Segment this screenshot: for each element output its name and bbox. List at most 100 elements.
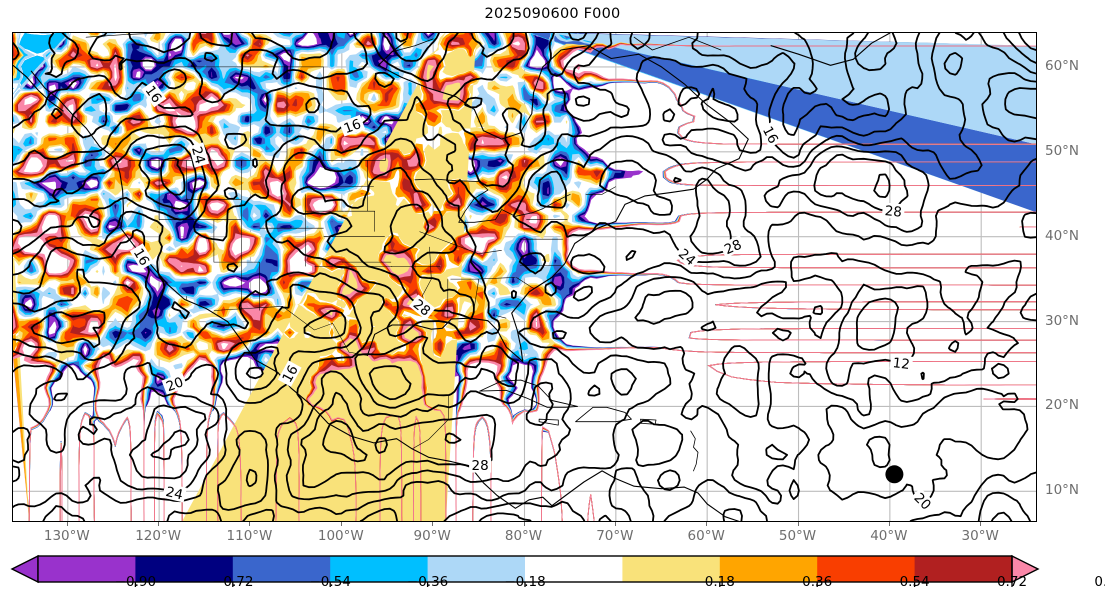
- map-clip: 12 16 16 16 16 16 20 20 24 24 24 28 28 28 28: [13, 33, 1036, 521]
- colorbar-segment[interactable]: [330, 556, 429, 582]
- contour-line: [991, 362, 1010, 380]
- political-border: [305, 210, 375, 232]
- contour-label: 24: [188, 142, 210, 168]
- contour-label-text: 16: [279, 363, 301, 386]
- colorbar-segment[interactable]: [525, 556, 623, 582]
- contour-label-halo: [909, 487, 936, 515]
- contour-label-text: 28: [472, 458, 489, 474]
- contour-line: [855, 297, 899, 351]
- contour-line: [817, 387, 1029, 502]
- contour-line: [13, 427, 31, 464]
- contour-line: [518, 252, 547, 275]
- contour-line: [813, 153, 909, 212]
- contour-line: [978, 33, 1036, 75]
- colorbar-segment[interactable]: [135, 556, 234, 582]
- colorbar-extend-low[interactable]: [10, 554, 39, 584]
- contour-line: [673, 176, 682, 183]
- colorbar[interactable]: −0.90 −0.72 −0.54 −0.36 −0.18 0.18 0.36 0.54 0.7…: [0, 548, 1105, 615]
- contour-label-text: 16: [342, 116, 364, 137]
- contour-line: [264, 82, 372, 133]
- contour-line: [383, 203, 430, 255]
- contour-line: [662, 108, 676, 123]
- contour-line: [525, 381, 554, 427]
- contour-line: [252, 157, 258, 169]
- contour-line: [234, 345, 280, 391]
- contour-label-halo: [469, 457, 492, 473]
- colorbar-segment[interactable]: [232, 556, 331, 582]
- contour-line: [873, 173, 891, 198]
- contour-line: [444, 432, 462, 444]
- page-title: 2025090600 F000: [484, 6, 621, 22]
- contour-line: [700, 320, 717, 332]
- contour-label-halo: [141, 80, 167, 108]
- contour-line: [224, 132, 248, 150]
- colorbar-segment[interactable]: [719, 556, 818, 582]
- colorbar-segment[interactable]: [622, 556, 721, 582]
- contour-label: 16: [277, 360, 302, 387]
- contour-label-text: 20: [164, 374, 186, 395]
- political-border: [450, 277, 516, 280]
- lon-label: 120°W: [135, 528, 182, 544]
- colorbar-segment[interactable]: [914, 556, 1013, 582]
- political-border: [213, 219, 260, 311]
- political-border: [213, 306, 368, 356]
- contour-line: [13, 74, 194, 166]
- lon-tick: [980, 522, 982, 526]
- colorbar-tick-label: 0.36: [802, 574, 833, 590]
- contour-line: [570, 253, 606, 275]
- map-axes[interactable]: 12 16 16 16 16 16 20 20 24 24 24 28 28 28 28: [12, 32, 1037, 522]
- lon-tick: [797, 522, 799, 526]
- colorbar-tick-label: 0.90: [1094, 574, 1105, 590]
- coastline: [551, 470, 740, 521]
- contour-line: [370, 33, 459, 82]
- lon-tick: [888, 522, 890, 526]
- contour-line: [954, 33, 975, 41]
- colorbar-segment[interactable]: [427, 556, 526, 582]
- lon-tick: [523, 522, 525, 526]
- contour-line: [217, 430, 269, 511]
- colorbar-tick-label: 0.54: [899, 574, 930, 590]
- lon-tick: [158, 522, 160, 526]
- contour-line: [1018, 33, 1036, 51]
- contour-line: [920, 371, 925, 381]
- lon-label: 40°W: [870, 528, 908, 544]
- colorbar-segment[interactable]: [38, 556, 136, 582]
- contour-line: [470, 33, 515, 58]
- contour-line: [691, 33, 924, 159]
- contour-line: [1021, 211, 1036, 239]
- contour-label-halo: [674, 243, 701, 270]
- lon-label: 110°W: [226, 528, 273, 544]
- colorbar-bar[interactable]: [0, 548, 1105, 588]
- contour-label-halo: [339, 114, 366, 137]
- coastline: [414, 178, 571, 223]
- contour-label: 24: [162, 482, 187, 504]
- contour-line: [909, 471, 1036, 521]
- contour-line: [77, 386, 220, 494]
- contour-line: [599, 159, 673, 216]
- contour-line: [587, 384, 601, 397]
- contour-label-text: 12: [892, 355, 911, 373]
- lon-label: 100°W: [317, 528, 364, 544]
- contour-line: [446, 33, 630, 188]
- contour-line: [251, 33, 336, 61]
- coastline: [690, 430, 699, 472]
- contour-line: [138, 143, 197, 210]
- storm-marker[interactable]: [885, 465, 904, 484]
- colorbar-segment[interactable]: [817, 556, 916, 582]
- contour-line: [464, 96, 483, 109]
- contour-line: [788, 479, 800, 500]
- coastlines-layer: [13, 33, 891, 521]
- contour-line: [722, 508, 743, 521]
- contour-label: 28: [469, 457, 492, 474]
- contour-line: [715, 345, 760, 418]
- contour-line: [265, 137, 501, 343]
- contour-line: [203, 52, 218, 62]
- contour-line: [981, 72, 1036, 143]
- contour-line: [13, 134, 207, 255]
- lat-label: 30°N: [1045, 312, 1080, 329]
- lon-tick: [340, 522, 342, 526]
- contour-label-halo: [188, 142, 210, 168]
- contour-line: [634, 289, 694, 325]
- contour-label-text: 24: [164, 484, 184, 504]
